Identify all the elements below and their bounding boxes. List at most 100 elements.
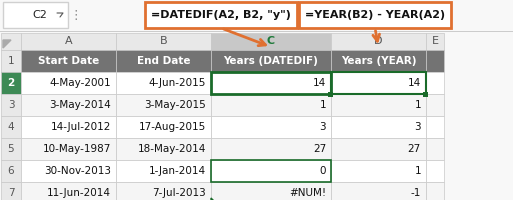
Bar xyxy=(116,94,211,116)
Bar xyxy=(116,33,211,50)
Bar xyxy=(116,160,211,182)
Bar xyxy=(211,160,331,182)
Text: Years (YEAR): Years (YEAR) xyxy=(341,56,416,66)
Bar xyxy=(426,160,444,182)
Text: A: A xyxy=(65,36,72,46)
Bar xyxy=(211,160,331,182)
Bar xyxy=(116,72,211,94)
Bar xyxy=(211,72,331,94)
Text: 27: 27 xyxy=(408,144,421,154)
Bar xyxy=(426,116,444,138)
Text: 1: 1 xyxy=(320,100,326,110)
Bar xyxy=(211,33,331,50)
Bar xyxy=(116,138,211,160)
Text: Start Date: Start Date xyxy=(38,56,99,66)
Text: 14: 14 xyxy=(313,78,326,88)
Text: 1: 1 xyxy=(415,100,421,110)
Text: 7: 7 xyxy=(8,188,14,198)
Bar xyxy=(21,33,116,50)
Bar xyxy=(426,94,444,116)
Polygon shape xyxy=(211,198,217,200)
Bar xyxy=(426,50,444,72)
Text: 6: 6 xyxy=(8,166,14,176)
Text: Years (DATEDIF): Years (DATEDIF) xyxy=(224,56,319,66)
Bar xyxy=(21,160,116,182)
Bar xyxy=(21,50,116,72)
Bar xyxy=(299,2,451,28)
Bar xyxy=(21,138,116,160)
Bar xyxy=(0,0,513,32)
Bar xyxy=(0,31,513,32)
Bar xyxy=(426,72,444,94)
Bar xyxy=(331,182,426,200)
Bar xyxy=(116,182,211,200)
Text: 30-Nov-2013: 30-Nov-2013 xyxy=(44,166,111,176)
Text: 3: 3 xyxy=(8,100,14,110)
Text: 18-May-2014: 18-May-2014 xyxy=(137,144,206,154)
Text: -1: -1 xyxy=(410,188,421,198)
Text: 3: 3 xyxy=(320,122,326,132)
Bar xyxy=(331,116,426,138)
Text: D: D xyxy=(374,36,383,46)
Text: =YEAR(B2) - YEAR(A2): =YEAR(B2) - YEAR(A2) xyxy=(305,10,445,20)
Bar xyxy=(116,50,211,72)
Bar xyxy=(145,2,297,28)
Bar xyxy=(331,72,426,94)
Bar xyxy=(116,116,211,138)
Text: 0: 0 xyxy=(320,166,326,176)
Text: 14-Jul-2012: 14-Jul-2012 xyxy=(51,122,111,132)
Bar xyxy=(328,92,333,97)
Bar xyxy=(1,116,21,138)
Polygon shape xyxy=(3,40,11,48)
Bar xyxy=(21,72,116,94)
Bar xyxy=(426,138,444,160)
Bar xyxy=(211,138,331,160)
Bar xyxy=(211,72,331,94)
Text: ⋮: ⋮ xyxy=(70,8,82,21)
Bar xyxy=(21,116,116,138)
Bar xyxy=(211,182,331,200)
Bar xyxy=(21,94,116,116)
Bar xyxy=(1,160,21,182)
Text: End Date: End Date xyxy=(137,56,190,66)
Bar xyxy=(331,138,426,160)
Text: #NUM!: #NUM! xyxy=(289,188,326,198)
Bar xyxy=(21,182,116,200)
Bar xyxy=(1,94,21,116)
Bar xyxy=(331,33,426,50)
Bar xyxy=(1,33,21,50)
Text: 14: 14 xyxy=(408,78,421,88)
Bar xyxy=(211,94,331,116)
Text: B: B xyxy=(160,36,167,46)
Text: 10-May-1987: 10-May-1987 xyxy=(43,144,111,154)
Text: C2: C2 xyxy=(32,10,47,20)
Text: 1: 1 xyxy=(8,56,14,66)
Text: 4-Jun-2015: 4-Jun-2015 xyxy=(149,78,206,88)
Text: 5: 5 xyxy=(8,144,14,154)
Bar xyxy=(1,138,21,160)
Bar xyxy=(423,92,428,97)
Text: 7-Jul-2013: 7-Jul-2013 xyxy=(152,188,206,198)
Text: 4-May-2001: 4-May-2001 xyxy=(49,78,111,88)
Bar xyxy=(331,160,426,182)
Text: E: E xyxy=(431,36,439,46)
Text: 27: 27 xyxy=(313,144,326,154)
Text: 3-May-2014: 3-May-2014 xyxy=(49,100,111,110)
Bar xyxy=(1,182,21,200)
Bar xyxy=(426,182,444,200)
Bar xyxy=(1,72,21,94)
Text: =DATEDIF(A2, B2, "y"): =DATEDIF(A2, B2, "y") xyxy=(151,10,291,20)
Text: 17-Aug-2015: 17-Aug-2015 xyxy=(139,122,206,132)
Bar xyxy=(331,72,426,94)
Text: C: C xyxy=(267,36,275,46)
Text: 1: 1 xyxy=(415,166,421,176)
Text: 2: 2 xyxy=(7,78,15,88)
Text: 3: 3 xyxy=(415,122,421,132)
Bar xyxy=(426,33,444,50)
Text: 3-May-2015: 3-May-2015 xyxy=(144,100,206,110)
Text: 1-Jan-2014: 1-Jan-2014 xyxy=(149,166,206,176)
Text: 4: 4 xyxy=(8,122,14,132)
Bar xyxy=(3,2,68,28)
Bar xyxy=(331,94,426,116)
Text: 11-Jun-2014: 11-Jun-2014 xyxy=(47,188,111,198)
